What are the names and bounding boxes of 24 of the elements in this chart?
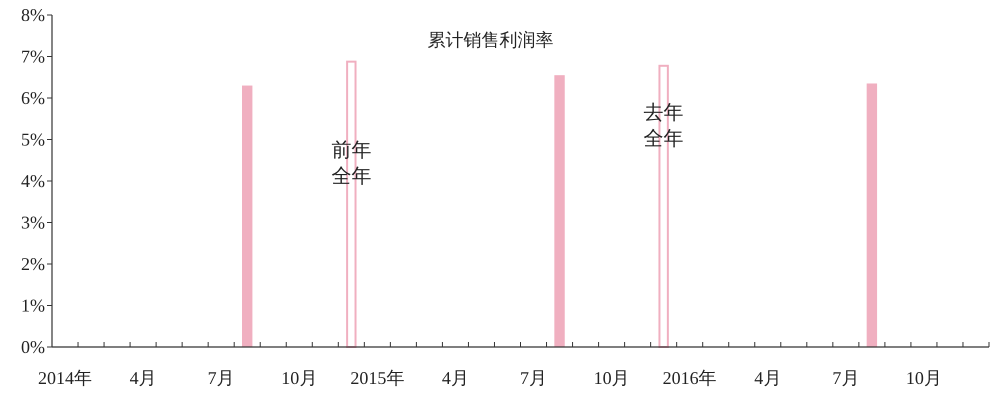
y-tick-label: 8% — [21, 5, 45, 25]
x-tick-label: 10月 — [594, 368, 630, 388]
y-tick-label: 6% — [21, 88, 45, 108]
x-tick-label: 10月 — [281, 368, 318, 388]
x-tick-label: 2016年 — [662, 368, 717, 388]
y-tick-label: 2% — [21, 254, 45, 274]
x-tick-label: 2014年 — [38, 368, 92, 388]
annotation: 去年全年 — [644, 102, 684, 150]
y-tick-label: 3% — [21, 212, 45, 232]
y-tick-label: 7% — [21, 46, 45, 66]
x-tick-label: 7月 — [832, 368, 860, 388]
x-tick-label: 4月 — [754, 368, 782, 388]
y-tick-label: 1% — [21, 296, 45, 316]
x-tick-label: 2015年 — [350, 368, 404, 388]
y-tick-label: 0% — [21, 337, 45, 357]
annotation: 前年全年 — [331, 140, 372, 188]
x-tick-label: 7月 — [208, 368, 235, 388]
y-tick-label: 5% — [21, 130, 45, 150]
x-tick-label: 4月 — [130, 368, 157, 388]
x-tick-label: 4月 — [442, 368, 469, 388]
x-tick-label: 7月 — [520, 368, 548, 388]
y-tick-label: 4% — [21, 171, 45, 191]
x-tick-label: 10月 — [906, 368, 942, 388]
text: 累计销售利润率 — [428, 30, 554, 50]
